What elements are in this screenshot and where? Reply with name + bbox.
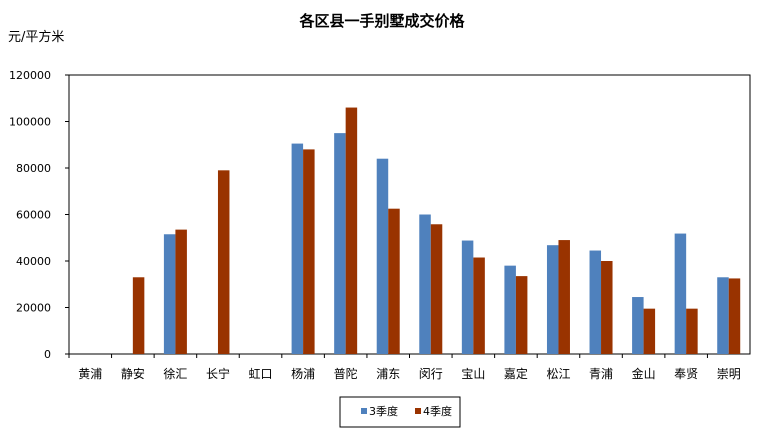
x-category-label: 闵行 xyxy=(419,366,443,381)
x-category-label: 普陀 xyxy=(334,366,358,381)
bar-q3 xyxy=(334,133,346,354)
bar-q3 xyxy=(674,233,687,354)
legend: 3季度 4季度 xyxy=(339,396,461,428)
x-category-label: 嘉定 xyxy=(504,366,528,381)
bar-q4 xyxy=(217,170,230,354)
bar-q3 xyxy=(717,277,729,354)
x-category-label: 虹口 xyxy=(249,367,273,381)
x-category-label: 青浦 xyxy=(589,367,613,381)
x-category-label: 奉贤 xyxy=(674,367,698,381)
legend-label: 3季度 xyxy=(369,404,398,418)
x-category-label: 杨浦 xyxy=(291,366,315,381)
x-category-label: 徐汇 xyxy=(163,366,187,381)
x-category-label: 宝山 xyxy=(461,367,485,381)
y-tick-label: 120000 xyxy=(9,69,51,82)
bar-q4 xyxy=(132,277,145,354)
legend-box xyxy=(339,396,461,428)
y-axis: 0 20000 40000 60000 80000 100000 120000 xyxy=(9,69,69,361)
bar-q4 xyxy=(515,276,528,354)
bar-q4 xyxy=(388,208,400,354)
bar-q4 xyxy=(558,240,570,354)
bar-q4 xyxy=(345,107,358,354)
bar-q3 xyxy=(376,158,389,354)
legend-swatch xyxy=(415,408,421,414)
y-tick-label: 40000 xyxy=(16,255,51,268)
bar-q4 xyxy=(303,149,315,354)
bar-q4 xyxy=(175,229,187,354)
x-category-label: 崇明 xyxy=(717,367,741,381)
bar-q3 xyxy=(632,297,644,354)
y-tick-label: 80000 xyxy=(16,162,51,175)
y-axis-unit-label: 元/平方米 xyxy=(8,29,64,45)
bar-q3 xyxy=(163,234,176,354)
x-category-label: 黄浦 xyxy=(78,367,102,381)
bar-q3 xyxy=(461,240,474,354)
bar-series xyxy=(132,107,741,354)
x-axis: 黄浦 静安 徐汇 长宁 虹口 杨浦 普陀 浦东 闵行 宝山 嘉定 松江 青浦 金山 奉贤 崇明 xyxy=(68,354,741,381)
y-tick-label: 20000 xyxy=(16,302,51,315)
chart-title: 各区县一手别墅成交价格 xyxy=(298,12,465,30)
x-category-label: 金山 xyxy=(632,366,656,381)
y-tick-label: 0 xyxy=(44,348,51,361)
x-category-label: 浦东 xyxy=(376,367,400,381)
bar-q4 xyxy=(728,278,741,354)
bar-q3 xyxy=(291,143,304,354)
bar-q4 xyxy=(601,261,613,354)
bar-q3 xyxy=(589,250,602,354)
y-tick-label: 100000 xyxy=(9,116,51,129)
bar-q3 xyxy=(546,245,559,354)
bar-q4 xyxy=(643,308,656,354)
x-category-label: 静安 xyxy=(121,366,145,381)
x-category-label: 长宁 xyxy=(206,366,230,381)
bar-q4 xyxy=(430,224,443,354)
legend-swatch xyxy=(361,408,367,414)
bar-q4 xyxy=(473,257,485,354)
bar-q3 xyxy=(504,265,516,354)
bar-q3 xyxy=(419,214,431,354)
legend-label: 4季度 xyxy=(423,404,452,418)
bar-q4 xyxy=(686,308,698,354)
y-tick-label: 60000 xyxy=(16,209,51,222)
x-category-label: 松江 xyxy=(546,367,570,381)
